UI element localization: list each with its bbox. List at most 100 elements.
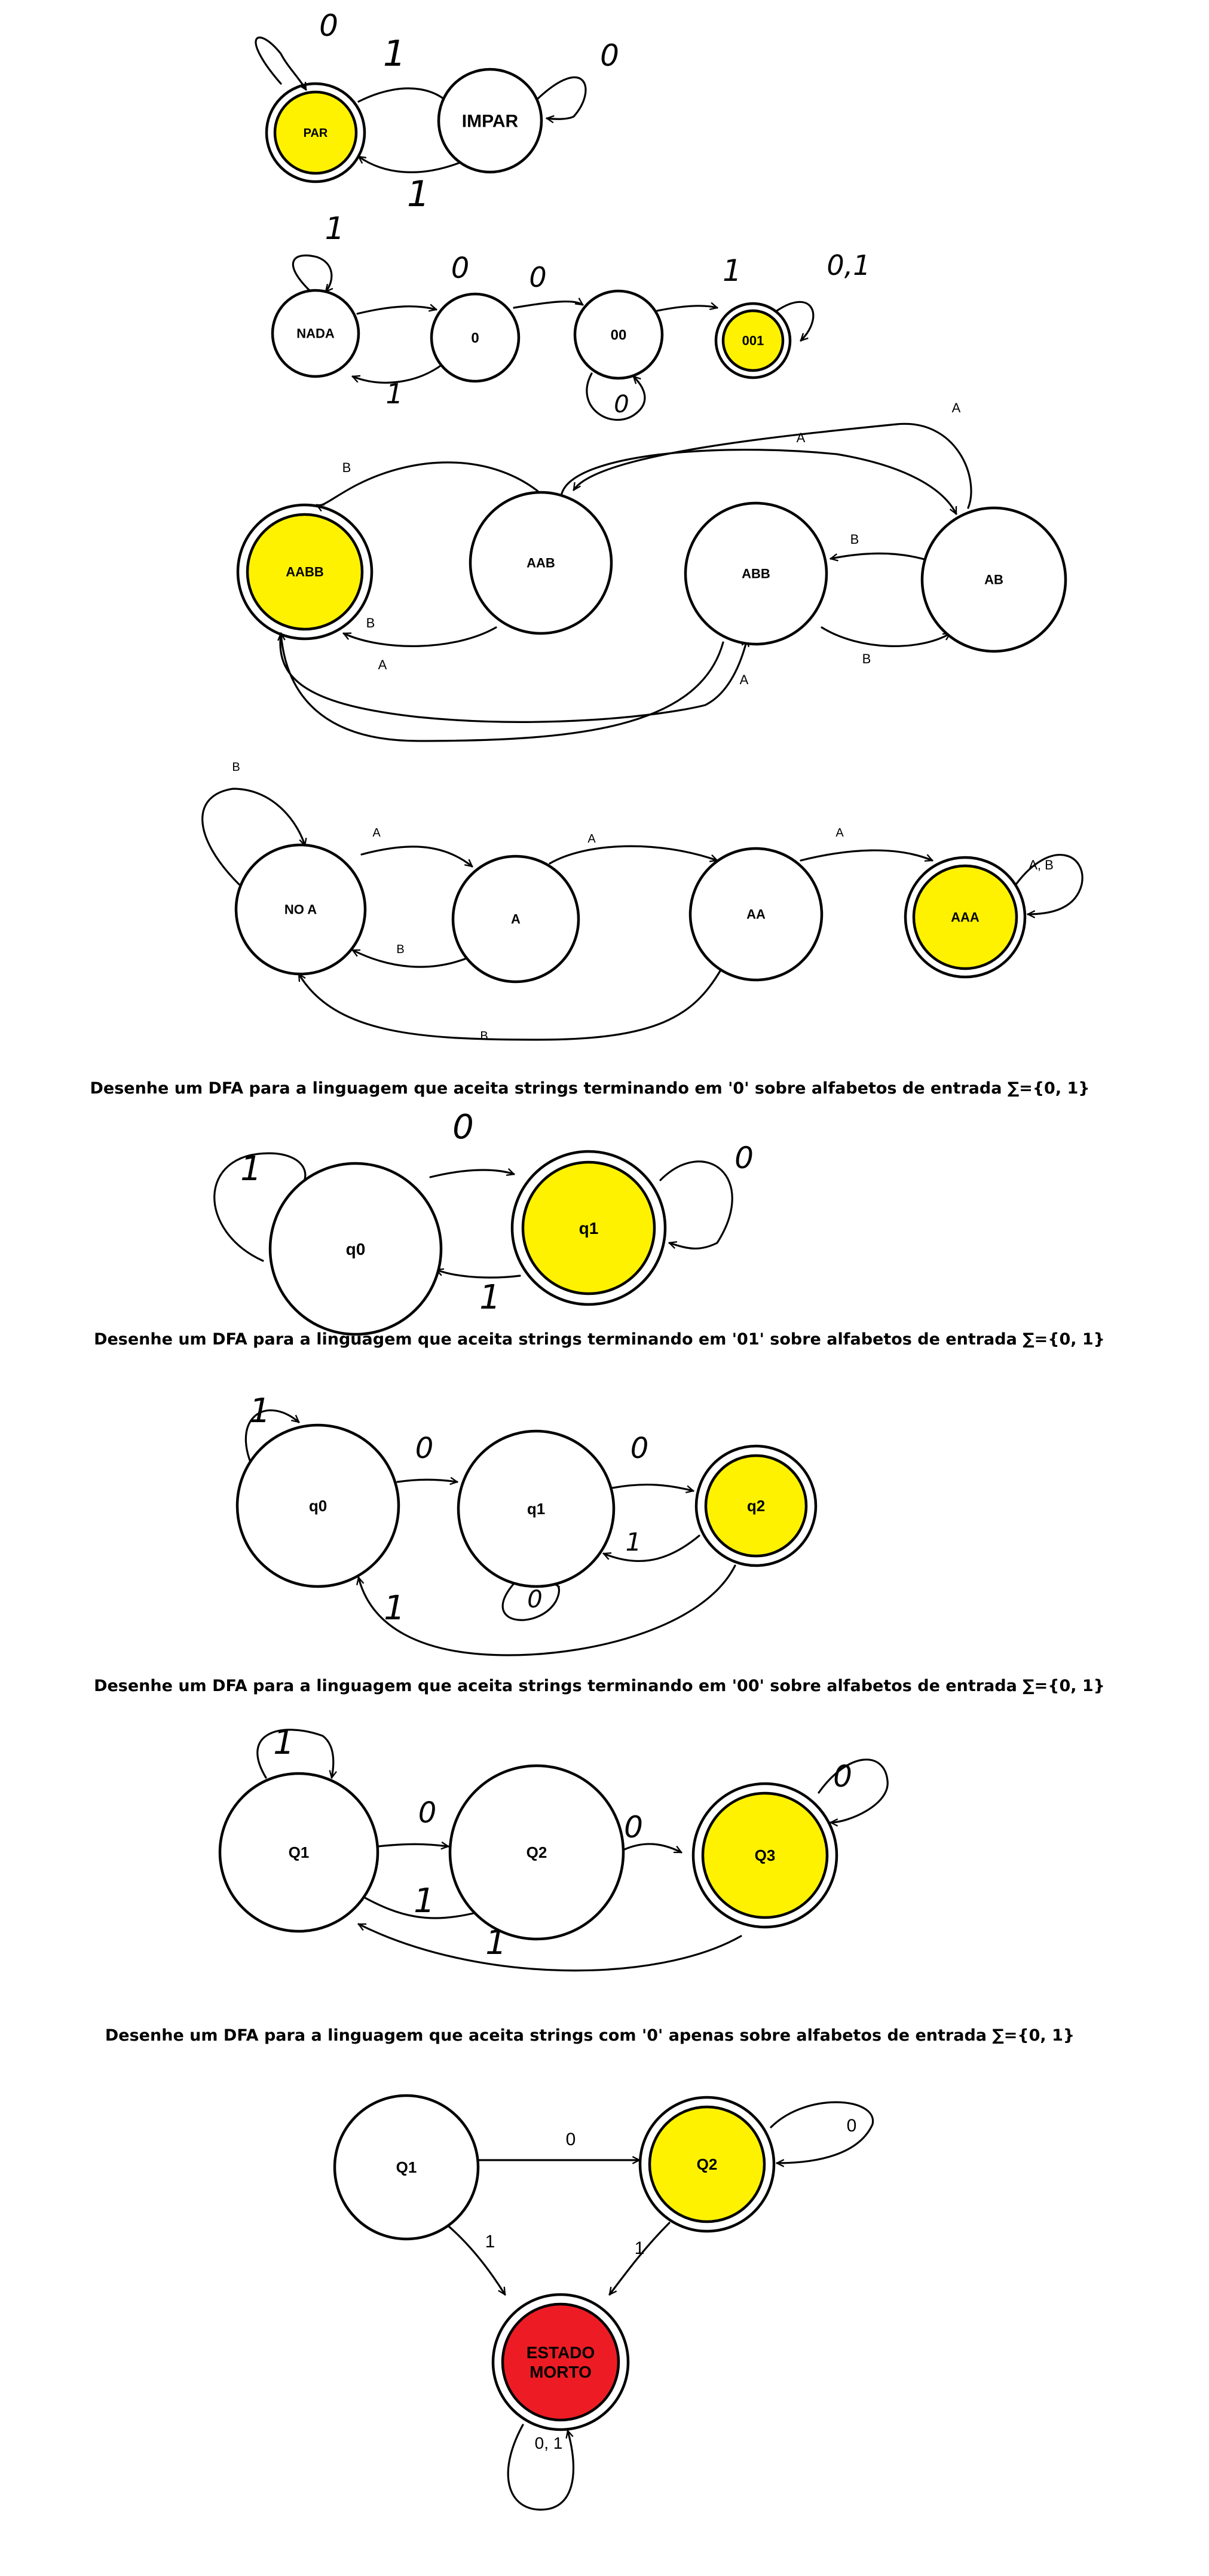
transition-label-abb-to-ab: B <box>862 651 871 666</box>
transition-label-noa-to-a: A <box>372 826 381 840</box>
state-circle <box>912 864 1018 970</box>
state-circle <box>920 506 1067 653</box>
state-abb: ABB <box>684 501 828 646</box>
transition-label-impar-to-impar: 0 <box>600 38 619 73</box>
transition-0-to-nada <box>353 363 443 384</box>
transition-label-q0-to-q1: 0 <box>452 1108 474 1147</box>
transition-label-q2-to-q2: 0 <box>847 2116 857 2136</box>
transition-q0-to-q1 <box>396 1480 457 1482</box>
state-circle <box>448 1764 625 1941</box>
state-circle <box>271 289 360 378</box>
transition-label-par-to-par: 0 <box>319 8 338 43</box>
state-circle <box>457 1429 616 1588</box>
transition-label-impar-to-par: 1 <box>407 173 430 215</box>
state-label: NADA <box>296 326 335 341</box>
state-label: MORTO <box>529 2363 592 2381</box>
transition-q1-to-morto <box>447 2225 506 2295</box>
transition-label-q0-to-q0: 1 <box>240 1150 262 1189</box>
state-circle <box>501 2302 620 2422</box>
state-q0: q0 <box>268 1162 443 1336</box>
state-circle <box>437 68 543 174</box>
state-label: 0 <box>471 330 479 346</box>
caption-3: Desenhe um DFA para a linguagem que acei… <box>94 1677 1105 1695</box>
transition-label-aaa-to-aaa: A, B <box>1029 857 1054 872</box>
state-label: q0 <box>346 1240 366 1258</box>
accepting-ring <box>714 302 792 379</box>
state-label: IMPAR <box>462 112 519 131</box>
transition-label-q2-to-q1: 0 <box>527 1586 542 1613</box>
transition-label-001-to-001: 0,1 <box>827 249 870 281</box>
transition-abb-to-ab <box>821 626 950 647</box>
accepting-ring <box>236 503 374 641</box>
transition-noa-to-a <box>360 846 472 866</box>
state-label: AB <box>984 572 1003 587</box>
state-circle <box>701 1791 829 1919</box>
diagram-ends-01: 1 0 0 1 0 1 q0 q1 q2 <box>235 1392 818 1656</box>
accepting-ring <box>265 82 366 183</box>
accepting-ring <box>904 856 1027 979</box>
transition-q2-to-morto <box>608 2222 671 2295</box>
state-circle <box>430 292 521 383</box>
state-q1: Q1 <box>333 2094 480 2241</box>
transition-label-q1-to-q1: 1 <box>273 1723 295 1762</box>
transition-label-q1-to-q1: 0 <box>630 1432 649 1465</box>
state-label: q2 <box>747 1497 765 1515</box>
state-00: 00 <box>573 289 664 380</box>
state-label: PAR <box>304 127 328 140</box>
state-circle <box>521 1160 656 1295</box>
accepting-ring <box>510 1150 667 1306</box>
transition-q2-to-q1 <box>501 1583 559 1621</box>
transition-label-morto-to-morto: 0, 1 <box>535 2434 563 2452</box>
transition-label-aabb-to-aab: B <box>366 615 375 630</box>
state-circle <box>721 309 785 372</box>
state-label: Q1 <box>396 2158 417 2176</box>
state-circle <box>684 501 828 646</box>
transition-aab-to-ab <box>561 449 957 514</box>
state-label: AABB <box>286 565 324 580</box>
state-aab: AAB <box>469 491 613 635</box>
state-label: Q1 <box>289 1843 310 1861</box>
state-label: AAB <box>527 556 555 571</box>
state-circle <box>704 1454 808 1558</box>
state-q0: q0 <box>235 1423 400 1588</box>
accepting-ring <box>694 1444 818 1567</box>
state-circle <box>573 289 664 380</box>
transition-label-q2-to-q3: 0 <box>624 1810 643 1845</box>
caption-2: Desenhe um DFA para a linguagem que acei… <box>94 1330 1105 1349</box>
transition-label-nada-to-0: 0 <box>451 252 470 285</box>
state-q1: q1 <box>510 1150 667 1306</box>
transition-label-aa-to-noa: B <box>480 1030 488 1043</box>
transition-label-q1-to-q0: 1 <box>479 1278 501 1317</box>
state-circle <box>469 491 613 635</box>
transition-001-to-001 <box>776 301 815 341</box>
transition-00-to-00 <box>586 372 646 421</box>
state-q2: q2 <box>694 1444 818 1567</box>
state-circle <box>234 843 367 976</box>
state-par: PAR <box>265 82 366 183</box>
transition-ab-to-abb <box>831 552 933 563</box>
state-label: A <box>511 912 521 927</box>
accepting-ring <box>491 2293 630 2431</box>
state-circle <box>273 90 358 175</box>
transition-label-q2-to-q1: 1 <box>414 1882 435 1920</box>
state-circle <box>246 513 364 631</box>
transition-label-q1-to-q2: 0 <box>566 2130 576 2149</box>
transition-noa-to-noa <box>201 788 305 886</box>
state-label: AAA <box>951 910 980 925</box>
state-no-a: NO A <box>234 843 367 976</box>
state-circle <box>218 1772 379 1933</box>
state-a: A <box>451 854 580 984</box>
state-label: ABB <box>742 566 770 581</box>
state-circle <box>268 1162 443 1336</box>
transition-q2-to-q3 <box>623 1843 681 1854</box>
transition-q1-to-q0 <box>436 1270 521 1279</box>
transition-label-noa-to-noa: B <box>232 761 240 774</box>
transition-q1-to-q1 <box>611 1483 693 1491</box>
state-label: ESTADO <box>527 2344 595 2362</box>
